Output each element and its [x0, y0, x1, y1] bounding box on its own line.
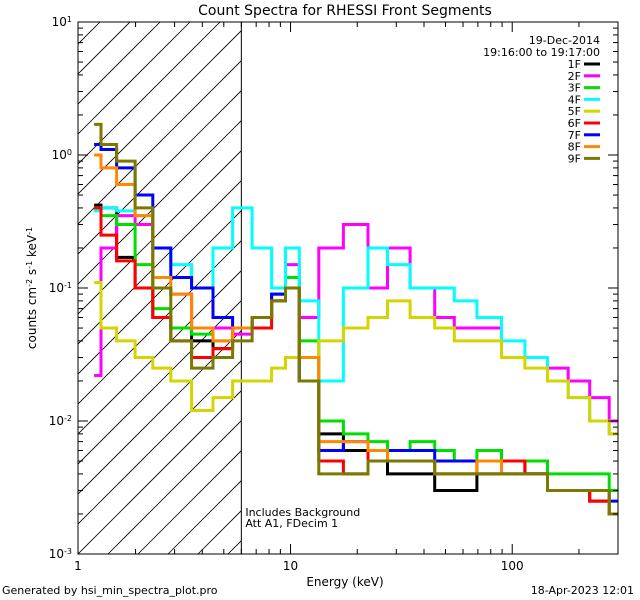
hatch-line	[78, 330, 242, 495]
hatch-line	[78, 30, 242, 195]
series-line-1F	[94, 203, 618, 516]
legend-time-range: 19:16:00 to 19:17:00	[483, 46, 600, 59]
x-tick-label: 100	[501, 559, 524, 573]
hatch-line	[78, 22, 221, 165]
series-line-5F	[94, 281, 618, 436]
series-line-9F	[94, 122, 618, 516]
hatch-line	[78, 120, 242, 285]
y-tick-label: 10-1	[49, 281, 72, 296]
hatch-line	[348, 0, 640, 554]
hatch-line	[78, 22, 191, 135]
hatch-line	[618, 0, 640, 554]
timestamp-text: 18-Apr-2023 12:01	[530, 584, 634, 597]
hatch-line	[107, 420, 242, 554]
x-tick-label: 10	[283, 559, 298, 573]
legend-label-9F: 9F	[568, 152, 581, 165]
series-line-4F	[94, 206, 618, 436]
hatch-line	[0, 0, 98, 554]
y-tick-label: 10-2	[49, 414, 72, 429]
hatch-line	[318, 0, 640, 554]
y-tick-label: 100	[52, 148, 72, 163]
hatch-line	[78, 210, 242, 375]
hatch-line	[288, 0, 640, 554]
legend-label-5F: 5F	[568, 105, 581, 118]
series-line-7F	[94, 143, 618, 503]
legend-label-3F: 3F	[568, 82, 581, 95]
legend-label-4F: 4F	[568, 93, 581, 106]
hatch-line	[78, 60, 242, 225]
chart-title: Count Spectra for RHESSI Front Segments	[198, 3, 492, 19]
hatch-line	[78, 150, 242, 315]
y-axis-label: counts cm-2 s-1 keV-1	[25, 227, 40, 349]
hatch-line	[78, 270, 242, 435]
legend-label-2F: 2F	[568, 70, 581, 83]
hatch-line	[78, 300, 242, 465]
legend-label-7F: 7F	[568, 129, 581, 142]
series-line-6F	[94, 206, 618, 516]
series-line-3F	[94, 206, 618, 492]
legend-date: 19-Dec-2014	[529, 34, 600, 47]
annotation-text: Att A1, FDecim 1	[245, 517, 338, 530]
legend-label-6F: 6F	[568, 117, 581, 130]
y-tick-label: 101	[52, 15, 72, 30]
hatched-region	[0, 0, 640, 554]
hatch-line	[78, 22, 161, 105]
generated-by-text: Generated by hsi_min_spectra_plot.pro	[2, 584, 218, 597]
hatch-line	[588, 0, 640, 554]
hatch-line	[78, 390, 242, 554]
hatch-line	[78, 22, 101, 45]
svg-text:counts cm-2 s-1 keV-1: counts cm-2 s-1 keV-1	[25, 227, 40, 349]
axes: 1 10 100 101 100 10-1 10-2 10-3	[49, 15, 619, 573]
hatch-line	[528, 0, 640, 554]
hatch-line	[468, 0, 640, 554]
x-axis-label: Energy (keV)	[306, 575, 383, 589]
hatch-line	[78, 360, 242, 525]
annotation-text: Includes Background	[245, 506, 360, 519]
hatch-line	[78, 180, 242, 345]
hatch-line	[78, 240, 242, 405]
hatch-line	[378, 0, 640, 554]
x-tick-label: 1	[74, 559, 82, 573]
series-layer	[94, 122, 618, 516]
hatch-line	[258, 0, 640, 554]
hatch-line	[438, 0, 640, 554]
y-tick-label: 10-3	[49, 547, 72, 562]
series-line-2F	[94, 214, 618, 423]
legend-label-8F: 8F	[568, 141, 581, 154]
legend-label-1F: 1F	[568, 58, 581, 71]
hatch-line	[137, 450, 242, 554]
